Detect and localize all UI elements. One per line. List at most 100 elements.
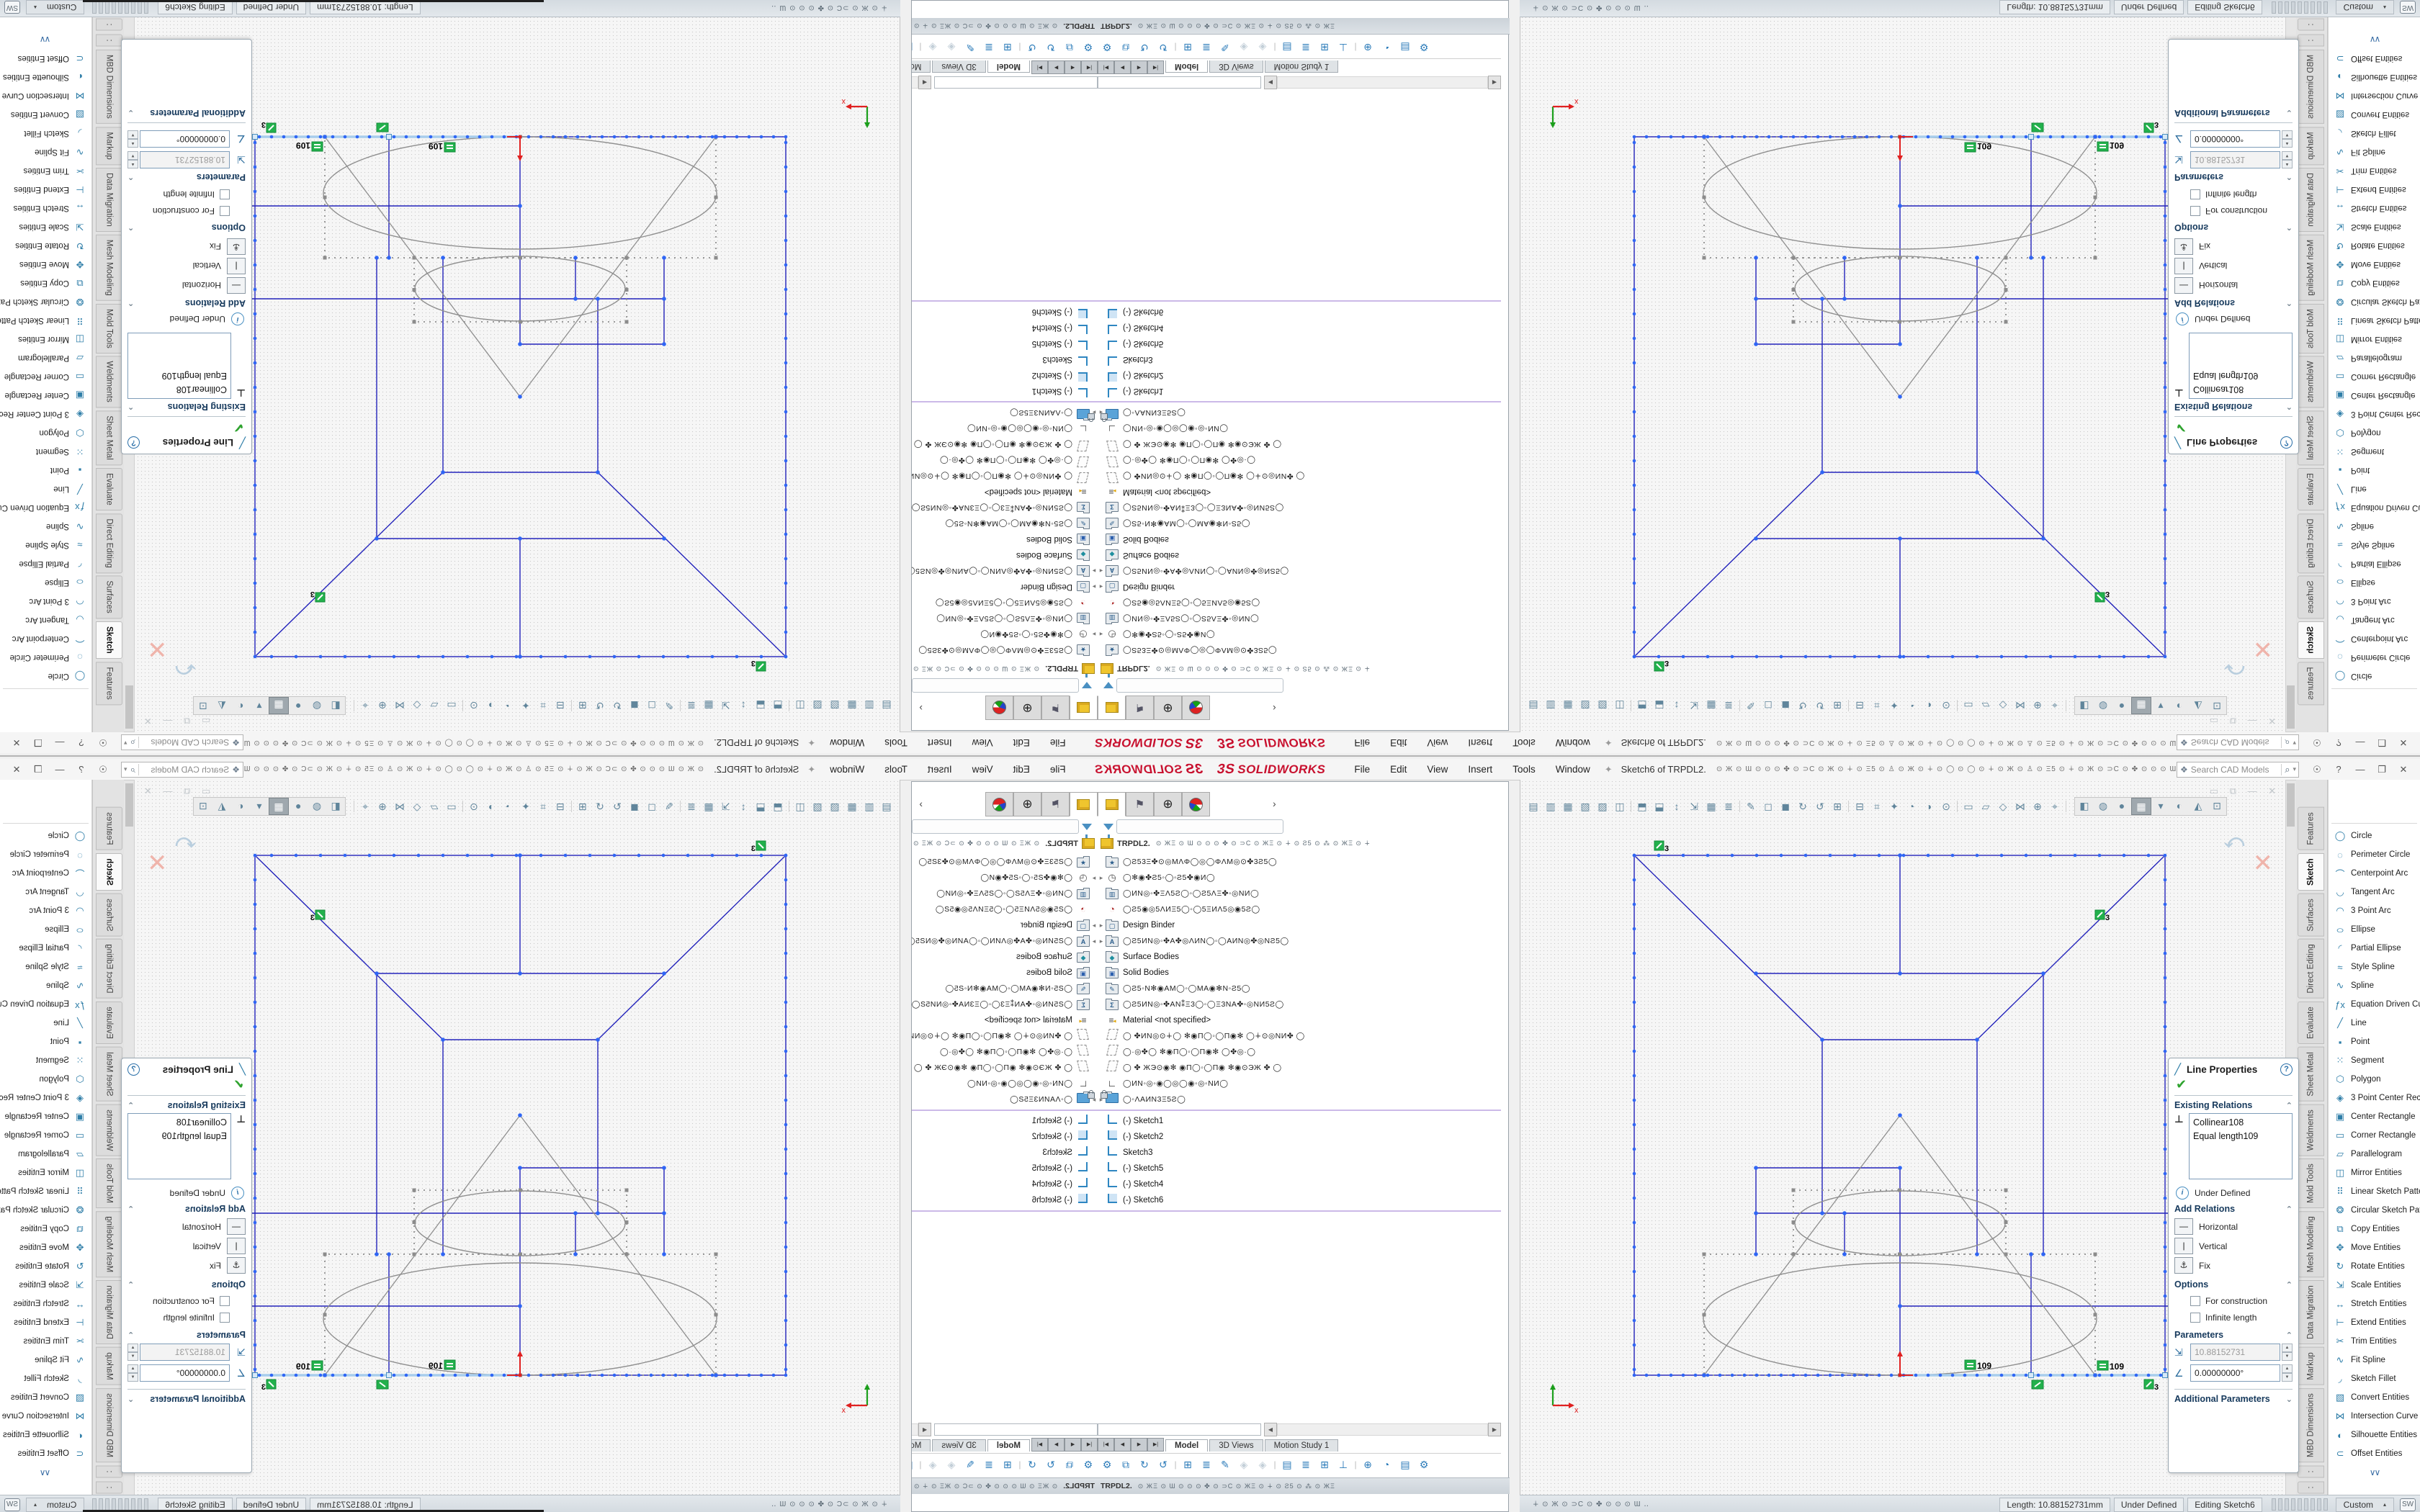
doc-tab-model[interactable]: Model — [1165, 60, 1209, 73]
tree-toolbar-icon[interactable]: ↺ — [1159, 42, 1168, 53]
menu-edit[interactable]: Edit — [1390, 737, 1407, 748]
tool-perimeter-circle[interactable]: ◌ Perimeter Circle — [2329, 845, 2420, 864]
pane-tab-displaymanager[interactable]: ⚑ — [1041, 696, 1070, 720]
pane-tab-colorwheel[interactable] — [985, 696, 1013, 720]
tree-item[interactable]: ≡◂ Material <not specified> — [1098, 484, 1501, 500]
relations-listbox[interactable]: Collinear108 Equal length109 — [2189, 1113, 2293, 1179]
tree-item[interactable]: (-) Sketch1 — [912, 1113, 1098, 1129]
menu-view[interactable]: View — [972, 764, 993, 775]
menu-window[interactable]: Window — [1555, 764, 1590, 775]
search-input[interactable]: ❖ Search CAD Models ⌕ ▾ — [2177, 761, 2299, 778]
tree-toolbar-icon[interactable]: ▤ — [1282, 1459, 1292, 1470]
parameter-field[interactable]: 10.88152731 — [2190, 151, 2280, 168]
tool-center-rectangle[interactable]: ▣ Center Rectangle — [0, 386, 91, 405]
pane-tab-propertymanager[interactable]: ⊕ — [1154, 792, 1182, 816]
tool-silhouette-entities[interactable]: ◐ Silhouette Entities — [2329, 1426, 2420, 1444]
tree-toolbar-icon[interactable]: ≣ — [985, 1459, 993, 1470]
tree-item[interactable]: (-) Sketch6 — [912, 1192, 1098, 1208]
tool-fit-spline[interactable]: ∿ Fit Spline — [0, 143, 91, 161]
doc-tab-model[interactable]: Model — [1165, 1439, 1209, 1452]
pane-tab-propertymanager[interactable]: ⊕ — [1013, 696, 1041, 720]
tool-style-spline[interactable]: ≈ Style Spline — [0, 958, 91, 976]
tool-corner-rectangle[interactable]: ▭ Corner Rectangle — [2329, 1126, 2420, 1145]
tree-item[interactable]: ▣ Solid Bodies — [1098, 965, 1501, 981]
tool-sketch-fillet[interactable]: ◞ Sketch Fillet — [0, 1369, 91, 1388]
tool-center-rectangle[interactable]: ▣ Center Rectangle — [2329, 1107, 2420, 1126]
tool-convert-entities[interactable]: ▧ Convert Entities — [2329, 105, 2420, 124]
more-tools-icon[interactable]: ∨∨ — [40, 35, 51, 45]
tool-silhouette-entities[interactable]: ◐ Silhouette Entities — [0, 1426, 91, 1444]
tool-partial-ellipse[interactable]: ◜ Partial Ellipse — [0, 939, 91, 958]
panel-help-icon[interactable]: ? — [127, 1063, 140, 1076]
headsup-icon[interactable]: ▨ — [1597, 801, 1608, 812]
pane-overflow-icon[interactable]: › — [1273, 703, 1276, 714]
tree-item[interactable]: ≡◂ Material <not specified> — [912, 484, 1098, 500]
pane-tab-colorwheel[interactable] — [1182, 792, 1210, 816]
headsup-icon[interactable]: ⊟ — [1855, 801, 1864, 812]
scroll-splitter-box[interactable] — [934, 76, 1098, 89]
tool-intersection-curve[interactable]: ⋈ Intersection Curve — [0, 1407, 91, 1426]
tool-segment[interactable]: ⁙ Segment — [2329, 1051, 2420, 1070]
animation-button[interactable]: ▶| — [1031, 1438, 1048, 1452]
tool-linear-sketch-pattern[interactable]: ⠿Linear Sketch Pattern — [2329, 311, 2420, 330]
tab-evaluate[interactable]: Evaluate — [2298, 1001, 2324, 1044]
tree-item[interactable]: ▸ ▢ Design Binder — [1098, 917, 1501, 933]
tab-surfaces[interactable]: Surfaces — [2298, 893, 2324, 937]
menu-insert[interactable]: Insert — [927, 764, 952, 775]
pane-tab-propertymanager[interactable]: ⊕ — [1013, 792, 1041, 816]
tree-item[interactable]: ▸ ◯◦ΛАИΝ3Ξ5Ƨ◯ — [1098, 1089, 1501, 1107]
tool-centerpoint-arc[interactable]: ⌒ Centerpoint Arc — [0, 629, 91, 648]
tree-toolbar-icon[interactable]: ⊞ — [1003, 42, 1012, 53]
graphics-viewport[interactable]: ▭ ⧉ — ✕ ▤ ▥ ▦ ▧ ▨ ◫ ⬒ ⬓ ↕ ⇲ ▦ ≣ ✎ ◻ ◼ ↻ ↺ ⊞ ⊟ ⌗ ✦ ◔ ◑ ⊙ ▭ ▱ ◇ ⋈ ⊕ ⌖ ◧ ◍… — [134, 17, 900, 732]
tree-item[interactable]: (-) Sketch1 — [912, 383, 1098, 399]
panel-help-icon[interactable]: ? — [127, 436, 140, 449]
tree-toolbar-icon[interactable]: | — [1018, 1459, 1021, 1470]
tab-features[interactable]: Features — [96, 662, 122, 705]
relations-listbox[interactable]: Collinear108 Equal length109 — [2189, 333, 2293, 399]
tool-circle[interactable]: ◯ Circle — [0, 667, 91, 685]
tree-toolbar-icon[interactable]: ≣ — [1301, 1459, 1310, 1470]
tree-item[interactable]: ✎ ◯Ƨ5◦Ν✻◉AΜ◯◦◯ΜA◉✻Ν◦Ƨ5◯ — [1098, 981, 1501, 996]
tree-item[interactable]: ◔ ◯Ƨ5◉◎5ΛИΞ5◯◦◯5ΞИΛ5◎◉5Ƨ◯ — [912, 901, 1098, 917]
menu-file[interactable]: File — [1354, 764, 1371, 775]
tool-spline[interactable]: ∿ Spline — [2329, 976, 2420, 995]
tree-toolbar-icon[interactable]: ⊕ — [1363, 42, 1372, 53]
animation-button[interactable]: |◀ — [1081, 60, 1098, 74]
tool-spline[interactable]: ∿ Spline — [0, 517, 91, 536]
tree-item[interactable]: ✎ ◯Ƨ5◦Ν✻◉AΜ◯◦◯ΜA◉✻Ν◦Ƨ5◯ — [912, 516, 1098, 531]
tree-toolbar-icon[interactable]: ◈ — [928, 1459, 937, 1470]
tree-item[interactable]: ▸ A ◯Ƨ5ИΝ◎◦✤A✤◎ΛИΝ◯◦◯AИΝ◎✤◎ΝƧ5◯ — [912, 933, 1098, 949]
doc-tab-motion-study-1[interactable]: Motion Study 1 — [1264, 60, 1339, 73]
tree-toolbar-icon[interactable]: ✎ — [966, 42, 974, 53]
headsup-icon[interactable]: ⊕ — [2033, 801, 2042, 812]
tree-toolbar-icon[interactable]: ▤ — [1282, 42, 1292, 53]
display-style-icon[interactable]: ⊡ — [2213, 800, 2221, 811]
minimize-button[interactable]: — — [2355, 764, 2365, 775]
tree-item[interactable]: ★ ◯Ƨ53Ξ✤⊙◎ΜΛΦ◯◎◯ΦΛΜ◎⊙✤3Ƨ5◯ — [1098, 854, 1501, 870]
user-account-icon[interactable]: ☉ — [2313, 763, 2321, 775]
collapse-icon[interactable]: ⌃ — [127, 402, 135, 411]
tree-toolbar-icon[interactable]: | — [1174, 1459, 1177, 1470]
menu-view[interactable]: View — [1427, 737, 1448, 748]
tool-3-point-arc[interactable]: ◠ 3 Point Arc — [0, 592, 91, 611]
tree-horizontal-scrollbar[interactable]: ◀ ▶ — [912, 76, 1098, 89]
doc-tab-3d-views[interactable]: 3D Views — [932, 1439, 986, 1452]
tree-item[interactable]: ▸ ◷ ◯✻◉✤Ƨ5◦◯◦Ƨ5✤◉И◯ — [980, 872, 1096, 883]
tree-item[interactable]: Sketch3 — [1098, 351, 1501, 367]
restore-button[interactable]: ❐ — [34, 737, 42, 749]
pin-icon[interactable]: ✦ — [1604, 763, 1613, 775]
tool-tangent-arc[interactable]: ◡ Tangent Arc — [2329, 883, 2420, 901]
collapse-icon[interactable]: ⌃ — [2285, 402, 2293, 411]
graphics-viewport[interactable]: ▭ ⧉ — ✕ ▤ ▥ ▦ ▧ ▨ ◫ ⬒ ⬓ ↕ ⇲ ▦ ≣ ✎ ◻ ◼ ↻ ↺ ⊞ ⊟ ⌗ ✦ ◔ ◑ ⊙ ▭ ▱ ◇ ⋈ ⊕ ⌖ ◧ ◍… — [134, 780, 900, 1495]
add-relation-horizontal[interactable]: — Horizontal — [2174, 1217, 2293, 1236]
pane-tab-colorwheel[interactable] — [1182, 696, 1210, 720]
tab-mold-tools[interactable]: Mold Tools — [96, 1158, 122, 1209]
relation-item[interactable]: Collinear108 — [176, 384, 227, 395]
pin-icon[interactable]: ✦ — [1604, 737, 1613, 749]
sketch-drawing[interactable]: 109 109 3 3 3 x — [134, 780, 900, 1495]
tree-item[interactable]: ◯·◎✤◯ ✻◉П◯◦◯П◉✻ ◯✤◎·◯ — [912, 452, 1098, 468]
solidworks-badge-icon[interactable]: SW — [2400, 1, 2416, 14]
tree-item[interactable]: (-) Sketch6 — [912, 304, 1098, 320]
search-icon[interactable]: ⌕ — [127, 737, 139, 749]
